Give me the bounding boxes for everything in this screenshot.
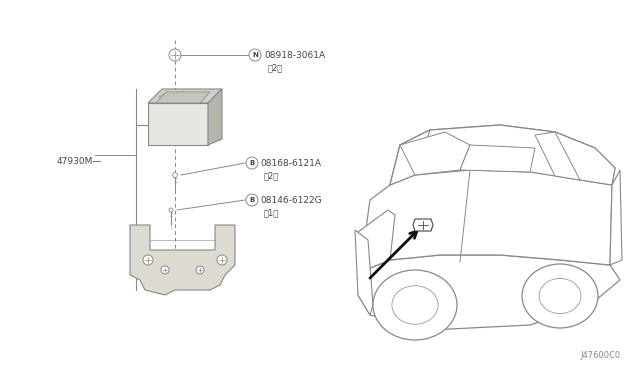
Polygon shape	[548, 132, 615, 185]
Polygon shape	[156, 92, 210, 103]
Text: J47600C0: J47600C0	[580, 351, 620, 360]
Circle shape	[196, 266, 204, 274]
Polygon shape	[400, 132, 470, 175]
Text: 08146-6122G: 08146-6122G	[260, 196, 322, 205]
Circle shape	[161, 266, 169, 274]
Text: 08918-3061A: 08918-3061A	[264, 51, 325, 60]
Polygon shape	[460, 145, 535, 172]
Circle shape	[143, 255, 153, 265]
Ellipse shape	[392, 286, 438, 324]
Polygon shape	[535, 132, 580, 180]
Circle shape	[249, 49, 261, 61]
Polygon shape	[358, 210, 395, 272]
Ellipse shape	[522, 264, 598, 328]
Circle shape	[169, 49, 181, 61]
Text: B: B	[250, 197, 255, 203]
Ellipse shape	[373, 270, 457, 340]
Circle shape	[173, 173, 177, 177]
Text: （2）: （2）	[268, 63, 284, 72]
Polygon shape	[208, 89, 222, 145]
Polygon shape	[355, 230, 373, 315]
Circle shape	[246, 157, 258, 169]
Polygon shape	[148, 103, 208, 145]
Polygon shape	[358, 255, 620, 330]
Polygon shape	[390, 130, 430, 185]
Polygon shape	[610, 170, 622, 265]
Polygon shape	[148, 89, 222, 103]
Circle shape	[169, 208, 173, 212]
Text: 08168-6121A: 08168-6121A	[260, 159, 321, 168]
Polygon shape	[413, 219, 433, 231]
Polygon shape	[390, 125, 615, 185]
Circle shape	[217, 255, 227, 265]
Text: （2）: （2）	[264, 171, 279, 180]
Text: N: N	[252, 52, 258, 58]
Circle shape	[246, 194, 258, 206]
Text: （1）: （1）	[264, 208, 279, 217]
Text: B: B	[250, 160, 255, 166]
Text: 47930M—: 47930M—	[57, 157, 102, 166]
Polygon shape	[360, 125, 612, 272]
Polygon shape	[130, 225, 235, 295]
Ellipse shape	[539, 278, 581, 314]
